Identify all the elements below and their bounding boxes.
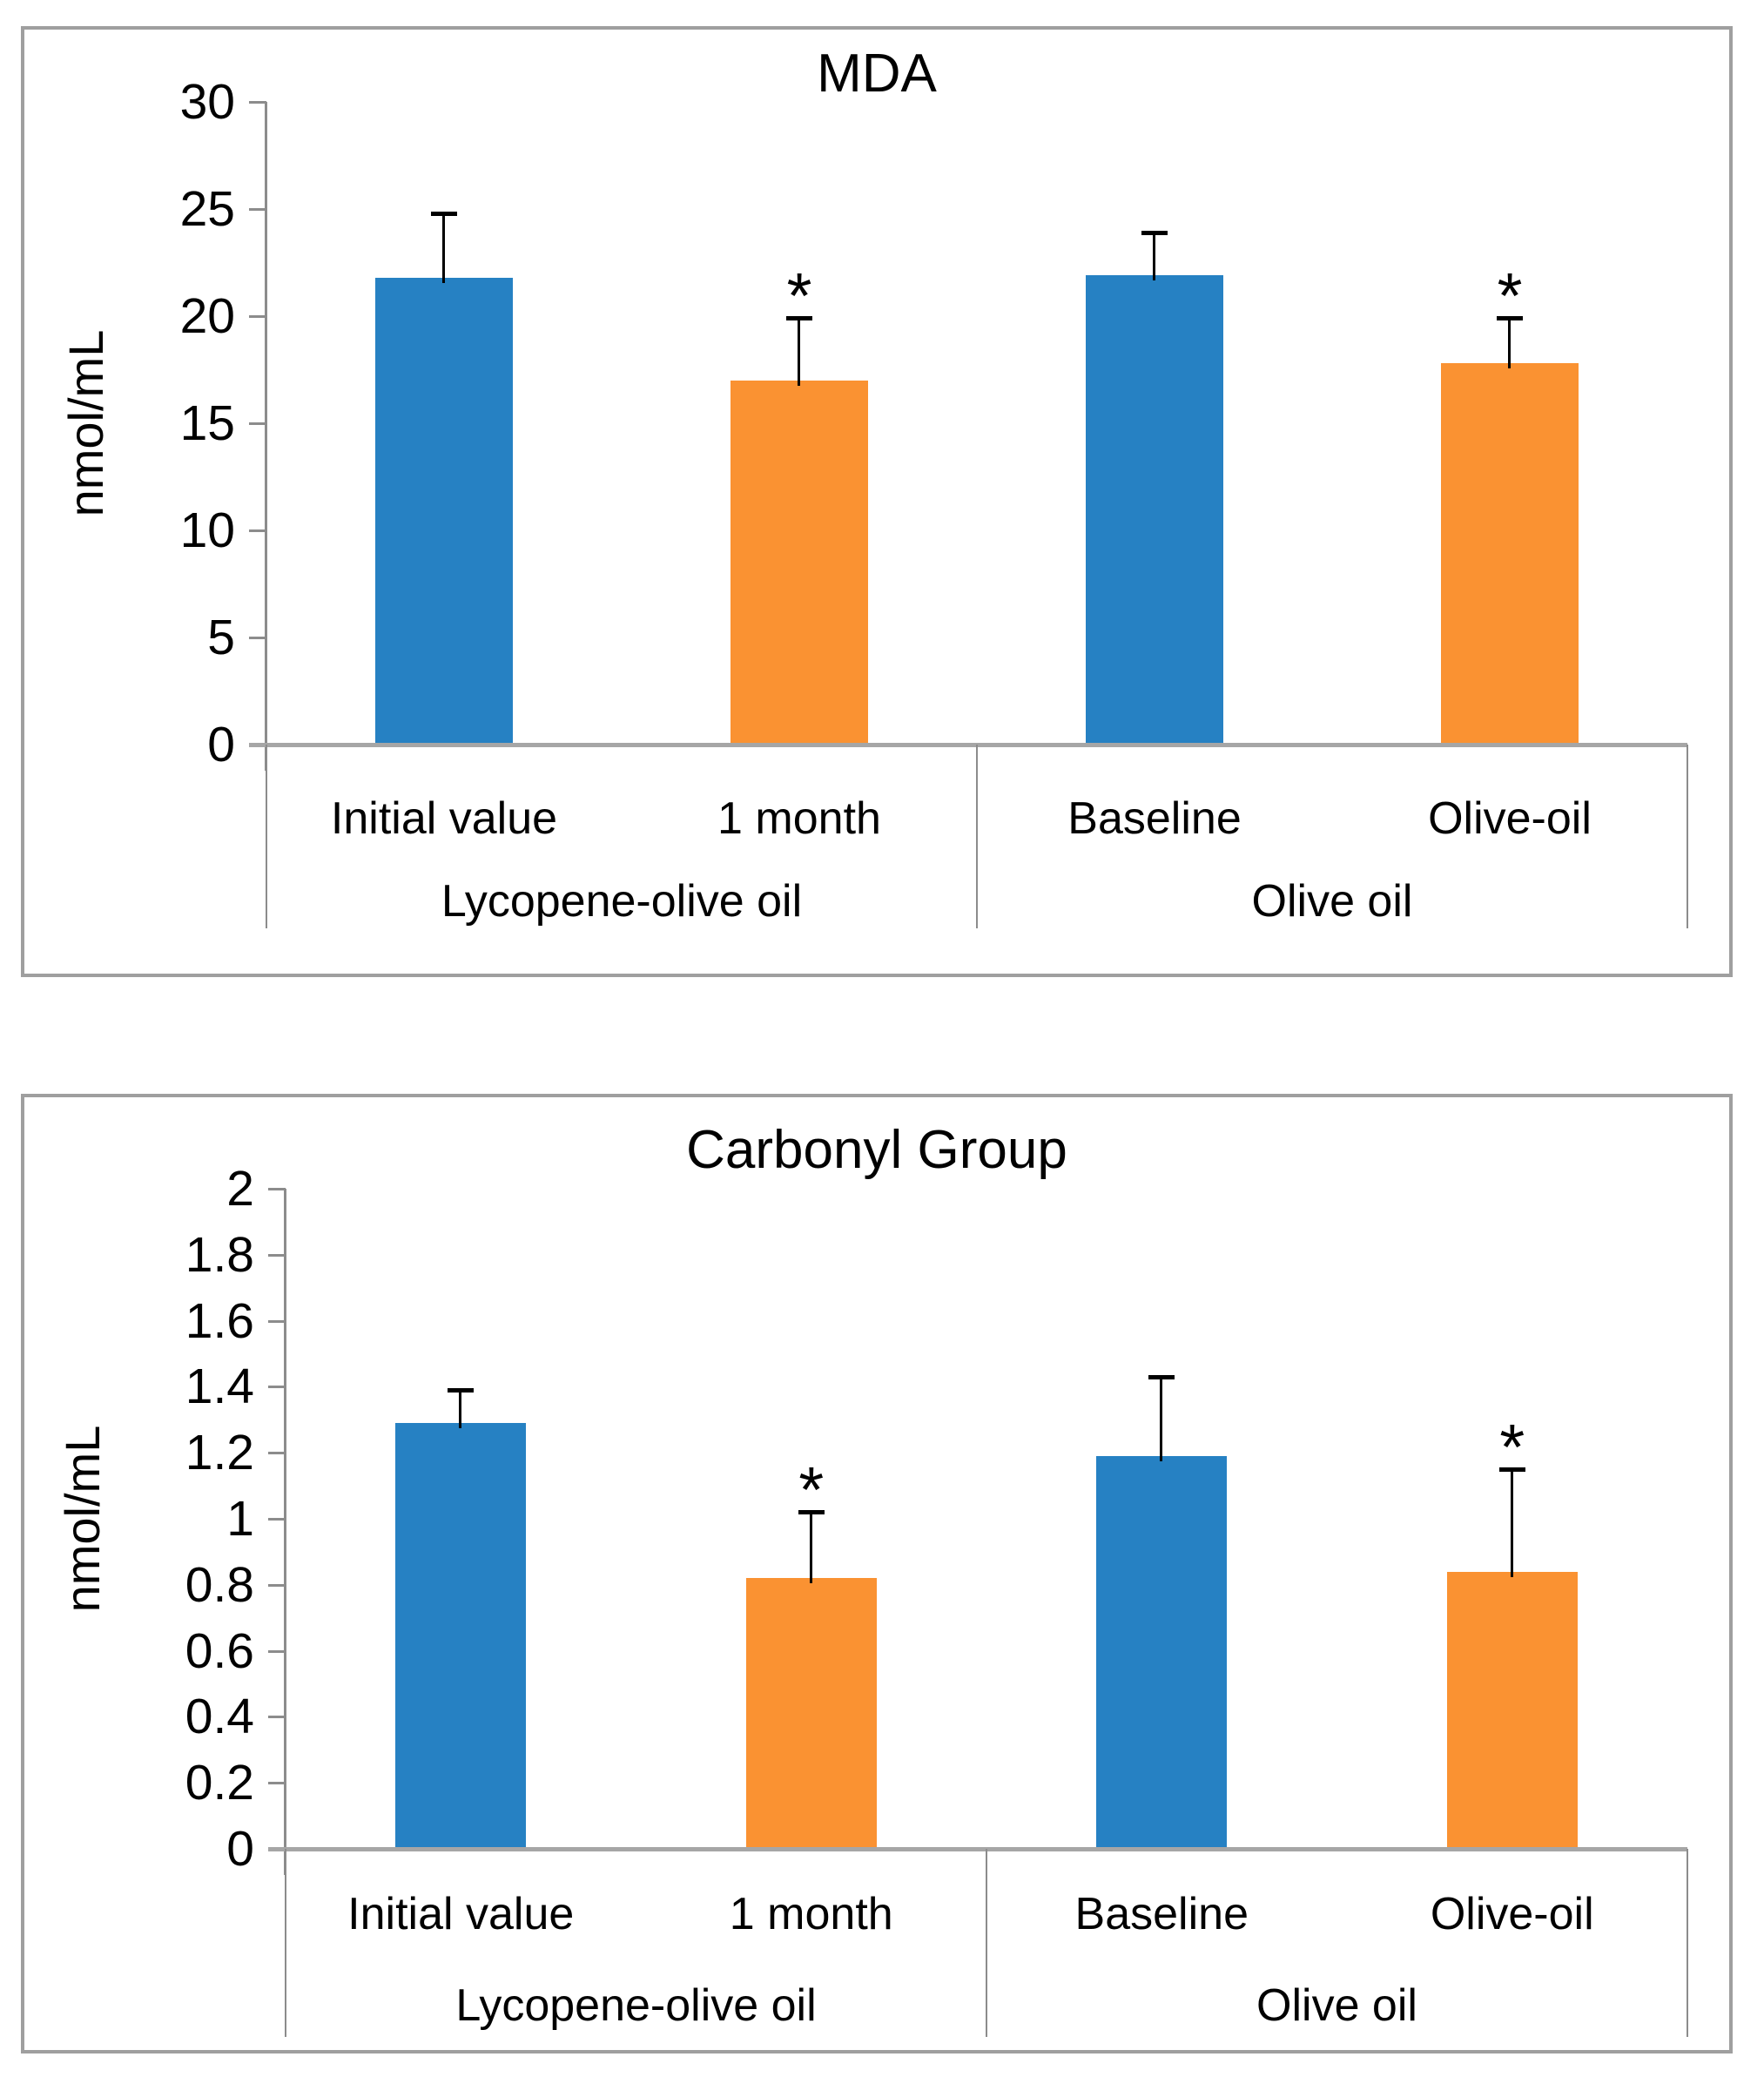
bar-baseline xyxy=(1096,1455,1228,1849)
bar-olive-oil xyxy=(1441,363,1579,745)
error-bar-cap xyxy=(1148,1375,1175,1380)
group-separator xyxy=(986,1849,987,2037)
group-separator xyxy=(1687,1849,1688,2037)
chart-title: Carbonyl Group xyxy=(686,1120,1067,1180)
category-label-initial-value: Initial value xyxy=(347,1889,575,1939)
bar-initial-value xyxy=(395,1423,527,1849)
category-label-baseline: Baseline xyxy=(1067,793,1242,844)
error-bar-cap xyxy=(448,1388,475,1393)
significance-asterisk: * xyxy=(798,1453,825,1527)
y-tick-mark xyxy=(268,1782,286,1785)
x-axis-line xyxy=(249,743,1687,747)
y-tick-mark xyxy=(249,315,266,318)
group-separator xyxy=(266,745,267,928)
error-bar-line xyxy=(798,318,800,386)
y-tick-label: 1.6 xyxy=(185,1292,254,1349)
significance-asterisk: * xyxy=(1499,1411,1525,1484)
category-label-1-month: 1 month xyxy=(717,793,881,844)
y-tick-label: 25 xyxy=(179,181,235,237)
category-label-initial-value: Initial value xyxy=(330,793,558,844)
error-bar-line xyxy=(459,1390,462,1429)
y-tick-mark xyxy=(249,637,266,639)
category-label-olive-oil: Olive-oil xyxy=(1430,1889,1594,1939)
significance-asterisk: * xyxy=(786,260,812,333)
bar-initial-value xyxy=(375,277,513,745)
y-tick-label: 0.6 xyxy=(185,1622,254,1679)
y-tick-label: 0 xyxy=(226,1821,254,1877)
y-tick-label: 0.8 xyxy=(185,1556,254,1613)
y-tick-label: 30 xyxy=(179,74,235,130)
y-tick-mark xyxy=(249,208,266,211)
y-tick-label: 1 xyxy=(226,1491,254,1547)
y-tick-mark xyxy=(268,1716,286,1719)
group-label-lycopene-olive-oil: Lycopene-olive oil xyxy=(455,1980,817,2031)
group-separator xyxy=(976,745,978,928)
plot-area: 30 25 20 15 10 5 0 Initial value * 1 month Baselin… xyxy=(24,30,1729,974)
bar-olive-oil xyxy=(1446,1571,1578,1849)
group-separator xyxy=(285,1849,286,2037)
y-tick-label: 5 xyxy=(207,610,235,665)
category-label-1-month: 1 month xyxy=(729,1889,893,1939)
error-bar-line xyxy=(1160,1377,1163,1461)
y-tick-mark xyxy=(268,1253,286,1257)
y-tick-mark xyxy=(268,1386,286,1389)
carbonyl-chart-panel: Carbonyl Group nmol/mL 2 1.8 1.6 1.4 1.2 1 0.8… xyxy=(21,1094,1733,2053)
error-bar-line xyxy=(1508,318,1511,369)
error-bar-cap xyxy=(798,1510,825,1515)
group-separator xyxy=(1687,745,1688,928)
category-label-baseline: Baseline xyxy=(1074,1889,1249,1939)
group-label-lycopene-olive-oil: Lycopene-olive oil xyxy=(441,876,803,927)
y-tick-mark xyxy=(249,422,266,425)
y-tick-mark xyxy=(268,1319,286,1323)
error-bar-line xyxy=(809,1512,812,1584)
bar-baseline xyxy=(1086,275,1223,745)
y-tick-label: 20 xyxy=(179,288,235,344)
error-bar-cap xyxy=(431,211,457,216)
plot-area: 2 1.8 1.6 1.4 1.2 1 0.8 0.6 0.4 0.2 0 Initial value… xyxy=(24,1097,1729,2050)
error-bar-cap xyxy=(1497,316,1523,321)
chart-title: MDA xyxy=(817,44,937,104)
bar-1-month xyxy=(745,1578,877,1849)
error-bar-line xyxy=(442,212,445,283)
y-tick-mark xyxy=(268,1583,286,1587)
group-label-olive-oil: Olive oil xyxy=(1251,876,1413,927)
y-tick-mark xyxy=(268,1649,286,1653)
y-tick-mark xyxy=(249,529,266,532)
group-label-olive-oil: Olive oil xyxy=(1256,1980,1417,2031)
mda-chart-panel: MDA nmol/mL 30 25 20 15 10 5 0 Initial value * 1 … xyxy=(21,26,1733,977)
y-tick-label: 15 xyxy=(179,395,235,451)
y-tick-mark xyxy=(268,1518,286,1521)
error-bar-cap xyxy=(1141,231,1168,236)
y-tick-label: 10 xyxy=(179,502,235,558)
y-axis-line xyxy=(284,1189,286,1875)
y-axis-line xyxy=(265,102,267,771)
y-tick-mark xyxy=(249,101,266,104)
error-bar-line xyxy=(1510,1469,1513,1577)
y-tick-label: 1.4 xyxy=(185,1359,254,1415)
x-axis-line xyxy=(268,1847,1687,1851)
bar-1-month xyxy=(731,380,868,745)
y-tick-label: 2 xyxy=(226,1161,254,1217)
y-tick-mark xyxy=(268,1188,286,1190)
y-tick-label: 0.4 xyxy=(185,1689,254,1745)
error-bar-cap xyxy=(786,316,812,321)
error-bar-cap xyxy=(1498,1467,1525,1473)
y-tick-mark xyxy=(268,1452,286,1455)
significance-asterisk: * xyxy=(1497,260,1523,333)
category-label-olive-oil: Olive-oil xyxy=(1428,793,1592,844)
y-tick-label: 0 xyxy=(207,717,235,772)
y-tick-label: 1.8 xyxy=(185,1226,254,1283)
y-tick-label: 0.2 xyxy=(185,1755,254,1811)
error-bar-line xyxy=(1153,233,1155,281)
y-tick-label: 1.2 xyxy=(185,1425,254,1481)
